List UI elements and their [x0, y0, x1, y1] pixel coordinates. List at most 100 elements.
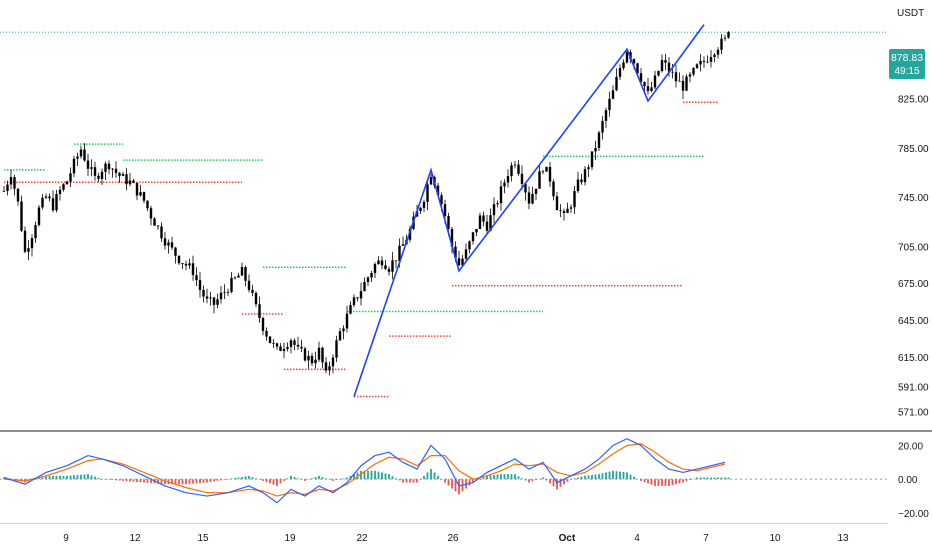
candle-body: [219, 292, 223, 300]
histogram-bar: [325, 478, 327, 480]
candle-body: [657, 70, 660, 76]
histogram-bar: [412, 479, 415, 483]
candle-body: [699, 60, 702, 65]
price-tick-label: 591.00: [898, 383, 929, 394]
candle-body: [545, 166, 548, 172]
candle-body: [79, 149, 83, 157]
candle: [79, 145, 83, 159]
candle: [261, 316, 265, 336]
histogram-bar: [398, 479, 401, 481]
histogram-bar: [248, 475, 250, 480]
histogram-bar: [318, 475, 320, 480]
candle: [468, 240, 471, 254]
candle: [524, 181, 527, 201]
candle: [177, 255, 181, 265]
histogram-bar: [570, 479, 572, 480]
candle: [27, 240, 30, 261]
candle-body: [590, 151, 594, 168]
histogram-bar: [454, 479, 457, 492]
histogram-bar: [213, 479, 215, 482]
time-tick-label: Oct: [559, 533, 576, 544]
candle: [296, 336, 300, 350]
histogram-bar: [283, 479, 285, 481]
histogram-bar: [650, 479, 653, 485]
candle: [492, 197, 496, 224]
candle: [9, 169, 13, 190]
histogram-bar: [230, 478, 233, 480]
histogram-bar: [192, 479, 194, 484]
candle: [695, 63, 699, 70]
candle: [34, 221, 37, 243]
candle: [706, 55, 709, 64]
histogram-bar: [528, 479, 530, 483]
histogram-bar: [552, 479, 555, 487]
candle: [643, 81, 646, 92]
candle-body: [632, 59, 636, 64]
histogram-bar: [258, 479, 261, 480]
candle-body: [639, 73, 643, 83]
candle-body: [457, 258, 461, 266]
candle-body: [671, 71, 674, 73]
candle-body: [384, 265, 387, 270]
price-axis[interactable]: 825.00 785.00 745.00 705.00 675.00 645.00 615.…: [898, 95, 929, 419]
candle: [422, 199, 426, 213]
candle: [282, 342, 286, 359]
candle-body: [373, 263, 377, 274]
time-axis[interactable]: 9 12 15 19 22 26 Oct 4 7 10 13: [63, 533, 849, 544]
candle-body: [142, 192, 146, 201]
candle-body: [181, 263, 184, 265]
candle-body: [422, 201, 426, 208]
histogram-bar: [510, 474, 513, 480]
candle: [135, 182, 139, 201]
macd-line: [3, 438, 726, 504]
candle: [195, 267, 198, 287]
histogram-bar: [678, 479, 681, 484]
candle: [279, 343, 282, 352]
histogram-bar: [262, 479, 264, 481]
candle-body: [118, 172, 121, 176]
histogram-bar: [342, 478, 345, 480]
candle-body: [55, 194, 58, 211]
histogram-bar: [538, 478, 541, 480]
candle-body: [233, 277, 237, 279]
candle-body: [723, 37, 727, 39]
candle: [107, 160, 111, 175]
candle-body: [485, 221, 489, 231]
histogram-bar: [626, 472, 628, 480]
candle: [251, 284, 254, 297]
candle-body: [300, 346, 303, 349]
histogram-bar: [391, 476, 394, 480]
candle: [608, 91, 611, 117]
candle-body: [625, 52, 629, 63]
candle-body: [128, 180, 132, 185]
histogram-bar: [101, 479, 103, 480]
candle: [48, 193, 51, 202]
candle-body: [541, 171, 545, 173]
candle-body: [569, 207, 573, 209]
candle-body: [573, 191, 576, 208]
candle: [132, 179, 135, 184]
candle-body: [594, 147, 597, 152]
candle-body: [678, 80, 681, 82]
histogram-bar: [195, 479, 198, 484]
histogram-bar: [682, 479, 684, 483]
candle-body: [240, 267, 244, 276]
candle: [580, 173, 583, 185]
histogram-bar: [360, 470, 362, 480]
candle-body: [244, 267, 247, 281]
candle: [342, 325, 345, 340]
candle: [426, 179, 429, 211]
candle: [104, 161, 107, 181]
candle: [310, 352, 314, 367]
candle: [247, 274, 251, 293]
candle: [380, 256, 384, 270]
candle-body: [667, 62, 671, 72]
candle-body: [555, 196, 559, 211]
candle: [139, 184, 142, 197]
candle-body: [685, 76, 688, 91]
histogram-bar: [416, 479, 418, 483]
candle: [258, 296, 261, 323]
candle-body: [23, 230, 27, 252]
time-tick-label: 22: [356, 533, 368, 544]
